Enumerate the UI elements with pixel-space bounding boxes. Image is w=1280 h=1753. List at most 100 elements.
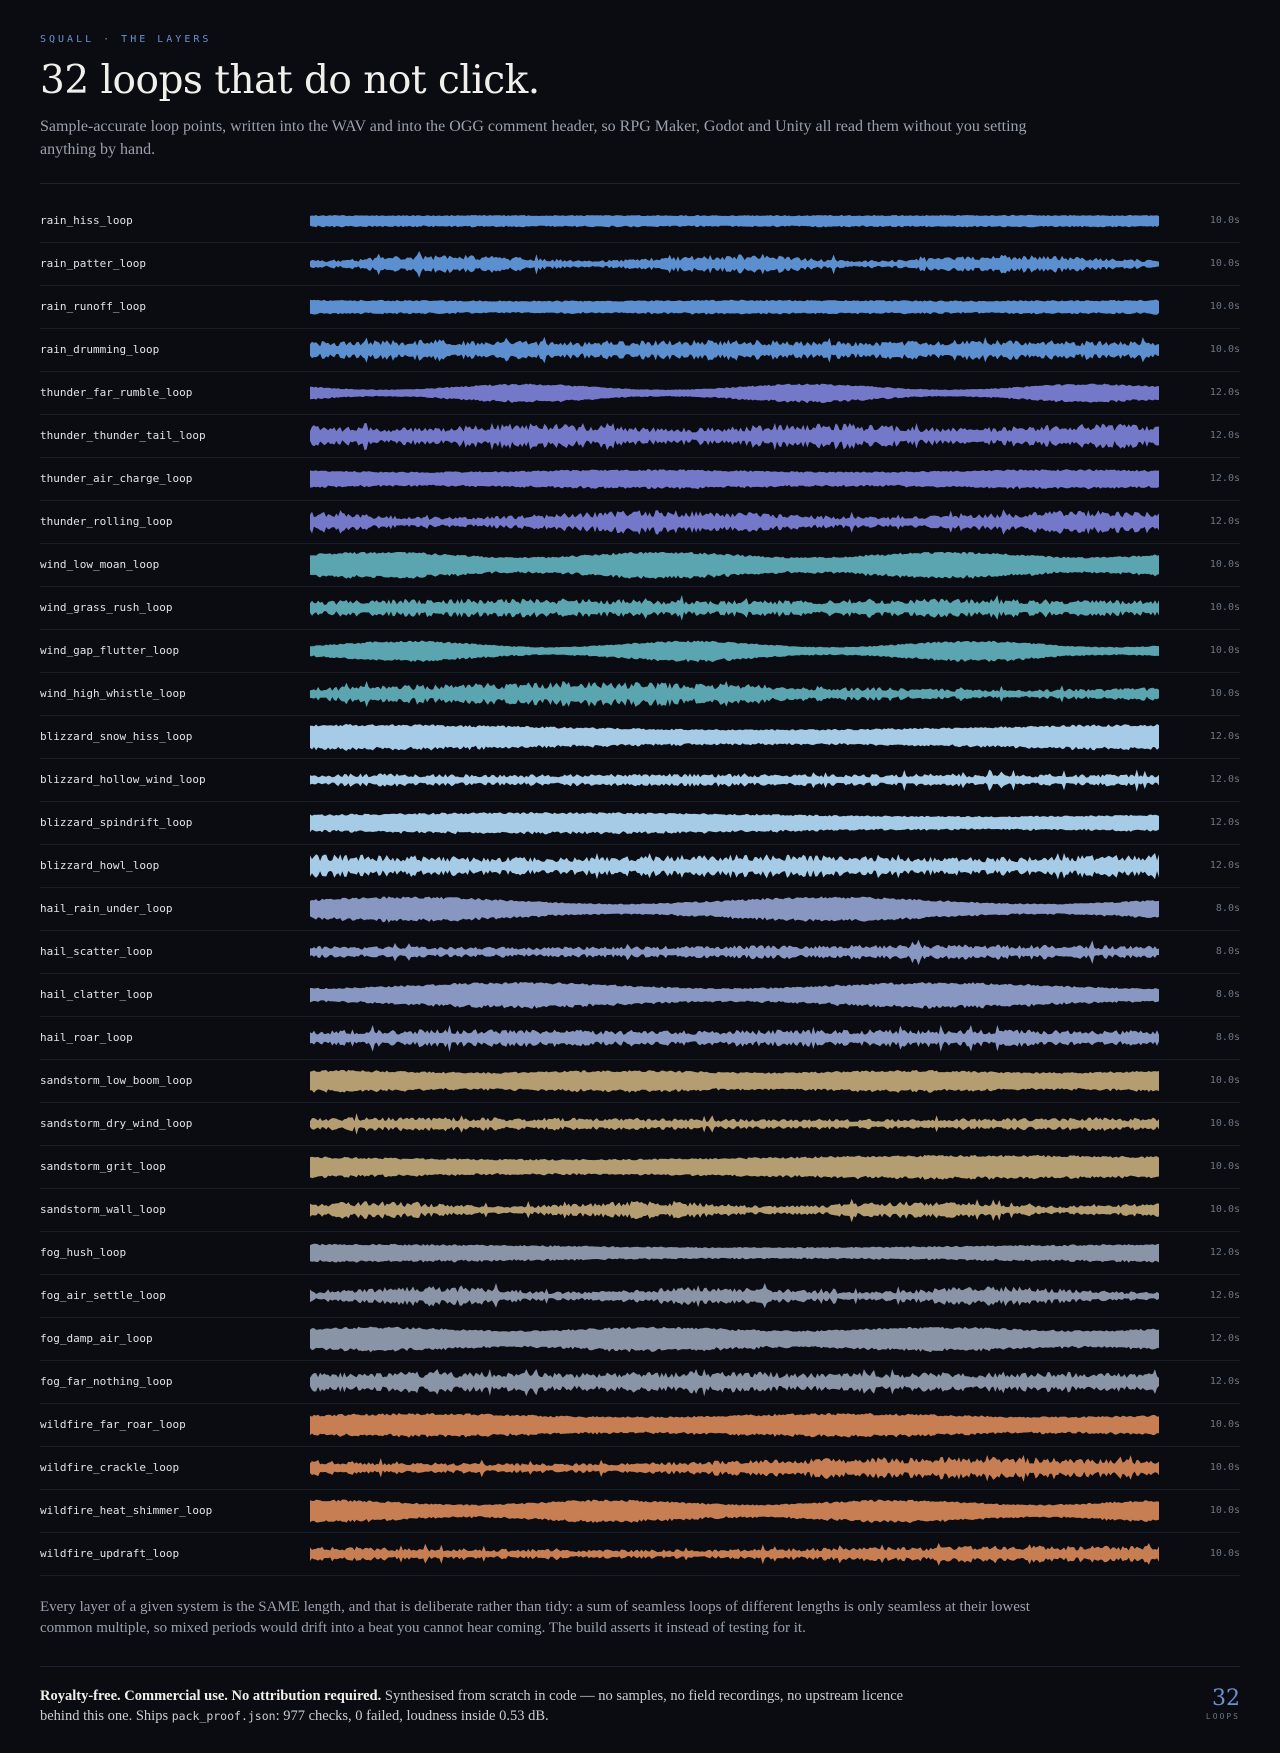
- waveform-shape: [310, 1243, 1159, 1263]
- waveform-shape: [310, 681, 1159, 708]
- loop-duration: 10.0s: [1209, 559, 1240, 570]
- count-number: 32: [1212, 1686, 1240, 1711]
- waveform: [310, 982, 1159, 1009]
- waveform-shape: [310, 1369, 1159, 1397]
- loop-row: fog_hush_loop 12.0s: [40, 1232, 1240, 1275]
- loop-duration: 10.0s: [1209, 1075, 1240, 1086]
- loop-name: sandstorm_dry_wind_loop: [40, 1117, 193, 1130]
- loop-name: fog_damp_air_loop: [40, 1332, 153, 1345]
- loop-row: blizzard_howl_loop 12.0s: [40, 845, 1240, 888]
- loop-duration: 10.0s: [1209, 688, 1240, 699]
- loop-duration: 10.0s: [1209, 301, 1240, 312]
- loop-duration: 10.0s: [1209, 1419, 1240, 1430]
- loop-name: blizzard_howl_loop: [40, 859, 160, 872]
- waveform: [310, 1243, 1159, 1263]
- loop-row: blizzard_snow_hiss_loop 12.0s: [40, 716, 1240, 759]
- waveform: [310, 769, 1159, 792]
- waveform-shape: [310, 1069, 1159, 1093]
- loop-name: blizzard_spindrift_loop: [40, 816, 193, 829]
- loop-name: rain_patter_loop: [40, 257, 146, 270]
- loop-row: thunder_far_rumble_loop 12.0s: [40, 372, 1240, 415]
- loop-duration: 12.0s: [1209, 1247, 1240, 1258]
- footer-text: Royalty-free. Commercial use. No attribu…: [40, 1686, 920, 1726]
- waveform: [310, 1413, 1159, 1438]
- loop-name: hail_clatter_loop: [40, 988, 153, 1001]
- loop-duration: 10.0s: [1209, 1548, 1240, 1559]
- loop-duration: 10.0s: [1209, 1462, 1240, 1473]
- loop-name: fog_hush_loop: [40, 1246, 127, 1259]
- loop-row: wind_gap_flutter_loop 10.0s: [40, 630, 1240, 673]
- loop-duration: 12.0s: [1209, 817, 1240, 828]
- waveform: [310, 853, 1159, 880]
- loop-row: wind_grass_rush_loop 10.0s: [40, 587, 1240, 630]
- divider: [40, 183, 1240, 184]
- loop-name: wildfire_far_roar_loop: [40, 1418, 186, 1431]
- loop-duration: 8.0s: [1215, 1032, 1240, 1043]
- loop-row: hail_scatter_loop 8.0s: [40, 931, 1240, 974]
- loop-duration: 10.0s: [1209, 215, 1240, 226]
- loop-row: rain_patter_loop 10.0s: [40, 243, 1240, 286]
- waveform: [310, 383, 1159, 404]
- waveform: [310, 812, 1159, 835]
- waveform-shape: [310, 299, 1159, 315]
- waveform: [310, 1326, 1159, 1353]
- loop-duration: 12.0s: [1209, 731, 1240, 742]
- loop-row: rain_hiss_loop 10.0s: [40, 200, 1240, 243]
- loop-duration: 10.0s: [1209, 645, 1240, 656]
- waveform: [310, 1542, 1159, 1566]
- loop-name: rain_runoff_loop: [40, 300, 146, 313]
- loop-row: hail_clatter_loop 8.0s: [40, 974, 1240, 1017]
- loop-duration: 10.0s: [1209, 344, 1240, 355]
- waveform: [310, 1198, 1159, 1223]
- waveform: [310, 681, 1159, 708]
- loop-row: thunder_thunder_tail_loop 12.0s: [40, 415, 1240, 458]
- loop-duration: 8.0s: [1215, 946, 1240, 957]
- loop-duration: 12.0s: [1209, 860, 1240, 871]
- waveform: [310, 1113, 1159, 1135]
- waveform-shape: [310, 939, 1159, 966]
- waveform-shape: [310, 1413, 1159, 1438]
- waveform-shape: [310, 337, 1159, 364]
- loop-row: wildfire_crackle_loop 10.0s: [40, 1447, 1240, 1490]
- loop-name: wildfire_heat_shimmer_loop: [40, 1504, 213, 1517]
- waveform: [310, 640, 1159, 663]
- waveform: [310, 1283, 1159, 1309]
- loop-duration: 12.0s: [1209, 774, 1240, 785]
- waveform-shape: [310, 853, 1159, 880]
- loop-duration: 10.0s: [1209, 1118, 1240, 1129]
- subtitle: Sample-accurate loop points, written int…: [40, 118, 1027, 158]
- waveform: [310, 595, 1159, 621]
- loop-duration: 10.0s: [1209, 602, 1240, 613]
- footer-body: Synthesised from scratch in code — no sa…: [40, 1688, 904, 1724]
- footer-bold: Royalty-free. Commercial use. No attribu…: [40, 1688, 382, 1704]
- waveform-shape: [310, 1326, 1159, 1353]
- loop-duration: 12.0s: [1209, 1333, 1240, 1344]
- waveform-shape: [310, 769, 1159, 792]
- loop-duration: 10.0s: [1209, 1161, 1240, 1172]
- loop-name: wind_low_moan_loop: [40, 558, 160, 571]
- loop-row: hail_roar_loop 8.0s: [40, 1017, 1240, 1060]
- loop-name: blizzard_snow_hiss_loop: [40, 730, 193, 743]
- waveform: [310, 423, 1159, 451]
- waveform-shape: [310, 1455, 1159, 1482]
- waveform-shape: [310, 896, 1159, 923]
- waveform: [310, 214, 1159, 228]
- waveform-shape: [310, 469, 1159, 490]
- waveform-shape: [310, 812, 1159, 835]
- waveform: [310, 1369, 1159, 1397]
- loop-row: wildfire_far_roar_loop 10.0s: [40, 1404, 1240, 1447]
- waveform-shape: [310, 724, 1159, 751]
- waveform: [310, 939, 1159, 966]
- waveform-shape: [310, 509, 1159, 535]
- loop-list: rain_hiss_loop 10.0s rain_patter_loop 10.0s…: [40, 200, 1240, 1576]
- loop-count: 32 LOOPS: [1206, 1686, 1240, 1721]
- waveform-shape: [310, 552, 1159, 579]
- loop-name: thunder_thunder_tail_loop: [40, 429, 206, 442]
- loop-row: thunder_rolling_loop 12.0s: [40, 501, 1240, 544]
- waveform-shape: [310, 1113, 1159, 1135]
- loop-row: fog_damp_air_loop 12.0s: [40, 1318, 1240, 1361]
- loop-duration: 12.0s: [1209, 1376, 1240, 1387]
- loop-duration: 12.0s: [1209, 430, 1240, 441]
- waveform: [310, 337, 1159, 364]
- loop-name: fog_far_nothing_loop: [40, 1375, 173, 1388]
